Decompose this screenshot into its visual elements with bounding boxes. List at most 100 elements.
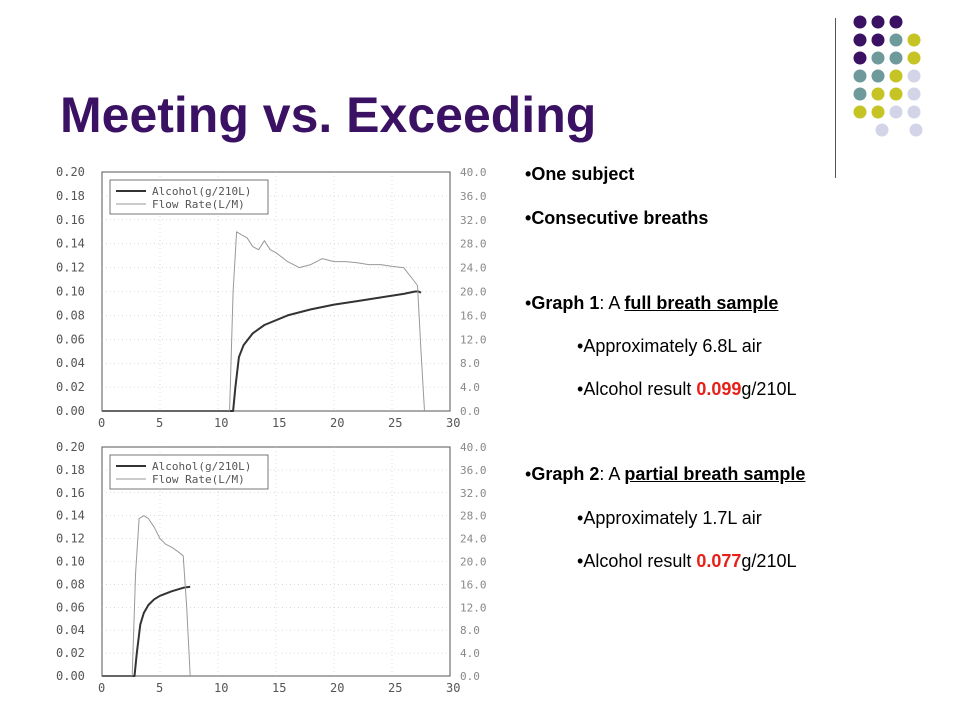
y-right-tick-label: 32.0 [460,487,487,500]
bullet-consecutive-breaths: •Consecutive breaths [525,208,708,229]
y-right-tick-label: 4.0 [460,647,480,660]
y-left-tick-label: 0.20 [56,165,85,179]
legend-label: Flow Rate(L/M) [152,473,245,486]
decorative-dot [907,69,921,83]
y-right-tick-label: 24.0 [460,262,487,275]
y-left-tick-label: 0.08 [56,577,85,591]
bullet-text: Approximately 1.7L air [583,508,762,528]
bullet-char: • [577,379,584,399]
decorative-dot [889,87,903,101]
decorative-dot [853,69,867,83]
decorative-dot [889,51,903,65]
y-right-tick-label: 0.0 [460,670,480,683]
alcohol-unit: g/210L [741,551,797,571]
decorative-dot [871,33,885,47]
bullet-graph2-air: •Approximately 1.7L air [577,508,762,529]
decorative-dot [907,87,921,101]
decorative-dot [907,51,921,65]
x-tick-label: 15 [272,681,286,695]
y-left-tick-label: 0.16 [56,486,85,500]
y-left-tick-label: 0.02 [56,380,85,394]
y-right-tick-label: 28.0 [460,238,487,251]
legend-box [109,454,269,490]
bullet-char: • [577,508,584,528]
x-tick-label: 5 [156,681,163,695]
y-right-tick-label: 36.0 [460,464,487,477]
y-right-tick-label: 12.0 [460,601,487,614]
x-tick-label: 20 [330,681,344,695]
y-right-tick-label: 8.0 [460,624,480,637]
decorative-dot [853,87,867,101]
y-left-tick-label: 0.10 [56,285,85,299]
charts-area: 0.20 40.0 0.18 36.0 0.16 32.0 0.14 28.0 0.12 24.0… [40,160,505,700]
decorative-dot [853,105,867,119]
decorative-dot [853,15,867,29]
bullet-text: Alcohol result [583,551,697,571]
graph1-label: Graph 1 [531,293,600,313]
y-right-tick-label: 12.0 [460,333,487,346]
graph2-mid: : A [599,464,625,484]
y-right-tick-label: 20.0 [460,286,487,299]
series-flow-rate-line [102,515,191,677]
y-left-tick-label: 0.06 [56,600,85,614]
y-left-tick-label: 0.16 [56,213,85,227]
y-left-tick-label: 0.02 [56,646,85,660]
x-tick-label: 30 [446,416,460,430]
bullet-text: Alcohol result [583,379,697,399]
bullet-text: Consecutive breaths [531,208,709,228]
decorative-dot [853,51,867,65]
alcohol-value-1: 0.099 [696,379,742,399]
bullet-char: • [577,336,584,356]
y-right-tick-label: 16.0 [460,309,487,322]
decorative-dot [909,123,923,137]
decorative-dot [871,15,885,29]
y-left-tick-label: 0.12 [56,532,85,546]
bullet-one-subject: •One subject [525,164,634,185]
y-left-tick-label: 0.06 [56,332,85,346]
y-right-tick-label: 24.0 [460,533,487,546]
decorative-dot [875,123,889,137]
legend-label: Alcohol(g/210L) [152,185,251,198]
y-right-tick-label: 40.0 [460,441,487,454]
x-tick-label: 10 [214,681,228,695]
y-left-tick-label: 0.12 [56,261,85,275]
x-tick-label: 30 [446,681,460,695]
legend-label: Flow Rate(L/M) [152,198,245,211]
decorative-dot [871,105,885,119]
bullet-graph1: •Graph 1: A full breath sample [525,293,778,314]
y-left-tick-label: 0.04 [56,623,85,637]
x-tick-label: 5 [156,416,163,430]
y-left-tick-label: 0.14 [56,509,85,523]
bullet-text: One subject [531,164,635,184]
decorative-dot [853,33,867,47]
graph2-link: partial breath sample [624,464,806,484]
bullet-char: • [525,164,532,184]
decorative-dot [871,51,885,65]
y-left-tick-label: 0.00 [56,669,85,683]
decorative-dot [889,15,903,29]
x-tick-label: 15 [272,416,286,430]
bullet-char: • [525,464,532,484]
x-tick-label: 0 [98,416,105,430]
y-left-tick-label: 0.04 [56,356,85,370]
y-left-tick-label: 0.18 [56,463,85,477]
bullet-text: Approximately 6.8L air [583,336,762,356]
y-right-tick-label: 4.0 [460,381,480,394]
graph1-mid: : A [599,293,625,313]
y-right-tick-label: 16.0 [460,578,487,591]
y-right-tick-label: 32.0 [460,214,487,227]
y-right-tick-label: 40.0 [460,166,487,179]
y-left-tick-label: 0.08 [56,308,85,322]
y-right-tick-label: 0.0 [460,405,480,418]
y-left-tick-label: 0.00 [56,404,85,418]
decorative-dot [871,87,885,101]
y-right-tick-label: 28.0 [460,510,487,523]
chart-full-breath: 0.20 40.0 0.18 36.0 0.16 32.0 0.14 28.0 0.12 24.0… [56,165,487,430]
graph1-link: full breath sample [624,293,779,313]
bullet-char: • [525,293,532,313]
bullet-graph2: •Graph 2: A partial breath sample [525,464,805,485]
y-left-tick-label: 0.18 [56,189,85,203]
bullet-char: • [525,208,532,228]
y-left-tick-label: 0.14 [56,237,85,251]
x-tick-label: 0 [98,681,105,695]
